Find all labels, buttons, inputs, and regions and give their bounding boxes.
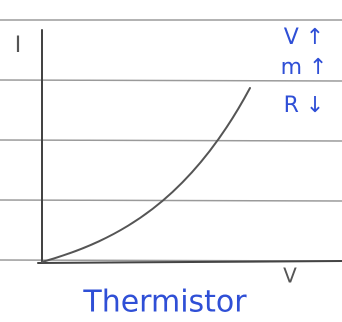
note: V ↑ xyxy=(284,25,324,50)
note: R ↓ xyxy=(284,93,325,118)
y-axis-label: I xyxy=(15,33,22,58)
sketch: I V V ↑ m ↑ R ↓ Thermistor xyxy=(0,0,342,322)
note: m ↑ xyxy=(281,55,328,80)
x-axis-label: V xyxy=(283,264,297,288)
ruled-line xyxy=(0,80,342,81)
ruled-line xyxy=(0,200,342,201)
caption: Thermistor xyxy=(82,285,247,320)
ruled-line xyxy=(0,140,342,141)
